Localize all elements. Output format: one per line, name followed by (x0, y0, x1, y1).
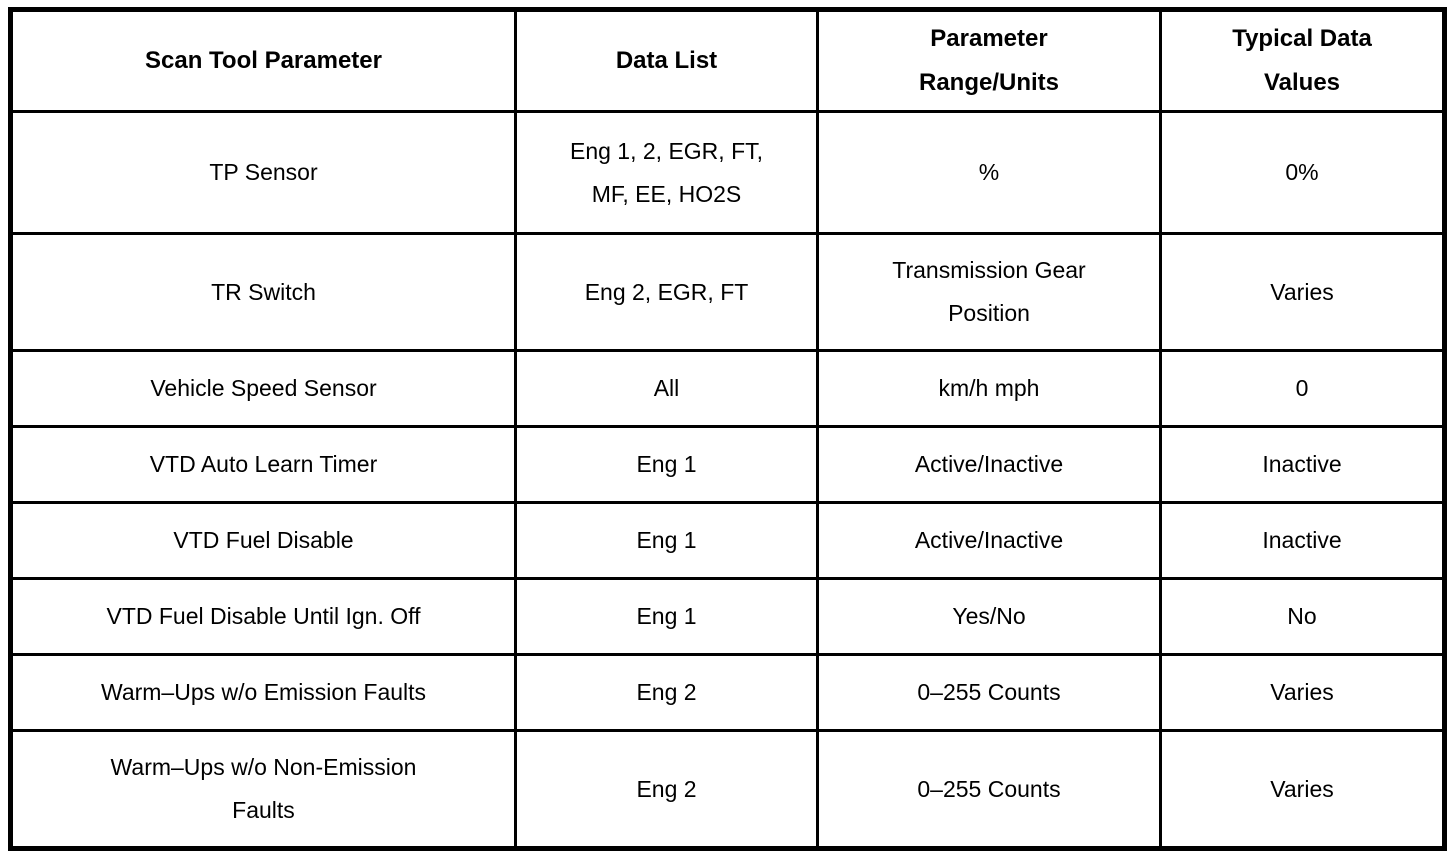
cell-typical-value: Inactive (1159, 425, 1446, 504)
cell-range-units: Active/Inactive (816, 501, 1162, 580)
cell-typical-value: 0% (1159, 110, 1446, 235)
column-header-data-list: Data List (514, 8, 819, 113)
cell-data-list: All (514, 349, 819, 428)
cell-data-list: Eng 2 (514, 653, 819, 732)
cell-typical-value: Varies (1159, 653, 1446, 732)
cell-data-list: Eng 1 (514, 501, 819, 580)
cell-data-list: Eng 2, EGR, FT (514, 232, 819, 352)
cell-range-units: 0–255 Counts (816, 729, 1162, 850)
cell-parameter: TP Sensor (9, 110, 517, 235)
cell-typical-value: No (1159, 577, 1446, 656)
cell-range-units: km/h mph (816, 349, 1162, 428)
cell-range-units: 0–255 Counts (816, 653, 1162, 732)
cell-data-list: Eng 1 (514, 577, 819, 656)
column-header-scan-tool-parameter: Scan Tool Parameter (9, 8, 517, 113)
cell-parameter: VTD Auto Learn Timer (9, 425, 517, 504)
table-row: Warm–Ups w/o Emission Faults Eng 2 0–255… (9, 653, 1446, 732)
cell-parameter: Warm–Ups w/o Non-Emission Faults (9, 729, 517, 850)
cell-typical-value: 0 (1159, 349, 1446, 428)
table-row: VTD Fuel Disable Eng 1 Active/Inactive I… (9, 501, 1446, 580)
cell-range-units: Active/Inactive (816, 425, 1162, 504)
cell-typical-value: Varies (1159, 232, 1446, 352)
column-header-typical-data-values: Typical Data Values (1159, 8, 1446, 113)
cell-parameter: VTD Fuel Disable (9, 501, 517, 580)
table-row: VTD Fuel Disable Until Ign. Off Eng 1 Ye… (9, 577, 1446, 656)
cell-typical-value: Inactive (1159, 501, 1446, 580)
cell-parameter: VTD Fuel Disable Until Ign. Off (9, 577, 517, 656)
cell-data-list: Eng 1 (514, 425, 819, 504)
cell-range-units: Yes/No (816, 577, 1162, 656)
cell-data-list: Eng 2 (514, 729, 819, 850)
cell-parameter: Warm–Ups w/o Emission Faults (9, 653, 517, 732)
table-row: Vehicle Speed Sensor All km/h mph 0 (9, 349, 1446, 428)
cell-typical-value: Varies (1159, 729, 1446, 850)
cell-range-units: % (816, 110, 1162, 235)
table-row: VTD Auto Learn Timer Eng 1 Active/Inacti… (9, 425, 1446, 504)
cell-data-list: Eng 1, 2, EGR, FT, MF, EE, HO2S (514, 110, 819, 235)
table-row: TR Switch Eng 2, EGR, FT Transmission Ge… (9, 232, 1446, 352)
column-header-parameter-range-units: Parameter Range/Units (816, 8, 1162, 113)
cell-parameter: Vehicle Speed Sensor (9, 349, 517, 428)
table-row: TP Sensor Eng 1, 2, EGR, FT, MF, EE, HO2… (9, 110, 1446, 235)
table-header-row: Scan Tool Parameter Data List Parameter … (9, 8, 1446, 113)
cell-parameter: TR Switch (9, 232, 517, 352)
scan-tool-parameter-table: Scan Tool Parameter Data List Parameter … (8, 7, 1447, 851)
table-row: Warm–Ups w/o Non-Emission Faults Eng 2 0… (9, 729, 1446, 850)
cell-range-units: Transmission Gear Position (816, 232, 1162, 352)
